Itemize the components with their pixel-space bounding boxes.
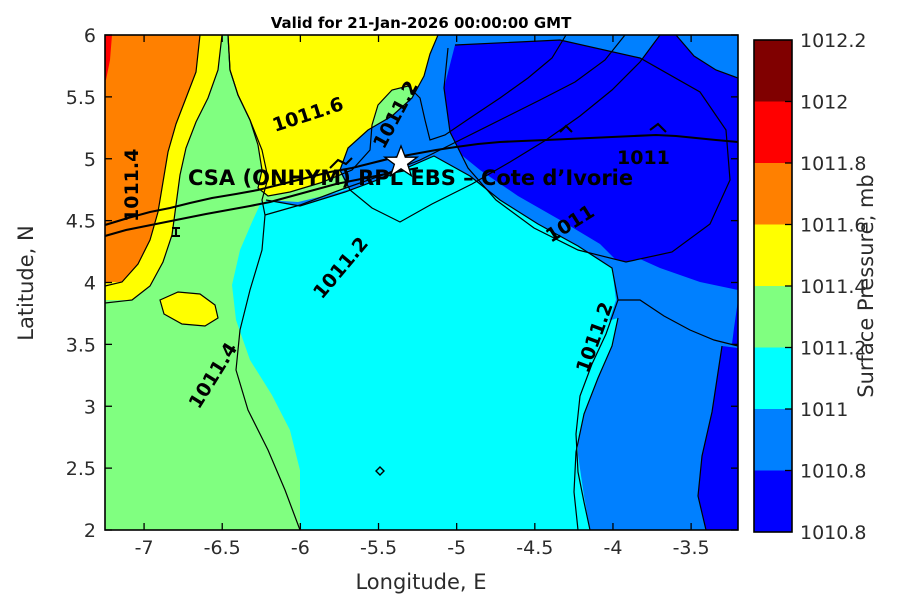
contour-line-1011.6-left — [105, 35, 223, 304]
y-tick-label-5: 4.5 — [66, 211, 96, 233]
contour-label-1011-topright: 1011 — [617, 147, 670, 169]
contour-fill-layer — [105, 35, 738, 530]
colorbar-band-4 — [754, 286, 792, 348]
colorbar-tick-label-7: 1010.8 — [800, 461, 866, 483]
contour-line-1011.2-rightfinger — [573, 317, 619, 530]
colorbar-bands — [754, 40, 792, 533]
y-tick-label-0: 2 — [84, 520, 96, 542]
contour-band-1011.0-lowerright — [578, 288, 738, 530]
colorbar-tick-labels: 1012.2 1012 1011.8 1011.6 1011.4 1011.2 1011 10… — [800, 30, 866, 544]
contour-line-1011.6-main — [227, 35, 567, 197]
colorbar-tick-label-2: 1011.8 — [800, 153, 866, 175]
coastline-detail-3 — [649, 122, 667, 133]
coastline-detail-1 — [329, 157, 353, 169]
colorbar-tick-label-6: 1011 — [800, 399, 848, 421]
contour-line-1011.4 — [227, 35, 301, 530]
y-tick-label-4: 4 — [84, 273, 96, 295]
contour-line-1011.8 — [105, 35, 201, 287]
colorbar-tick-marks — [785, 100, 792, 472]
colorbar-tick-label-4: 1011.4 — [800, 276, 866, 298]
x-tick-label-1: -6.5 — [204, 537, 241, 559]
colorbar-band-3 — [754, 224, 792, 287]
station-label: CSA (ONHYM) RPL EBS – Cote d’Ivorie — [188, 166, 633, 190]
contour-band-1011.0-topnotch — [676, 35, 738, 78]
colorbar-tick-label-bottom: 1010.8 — [800, 522, 866, 544]
colorbar-tick-label-3: 1011.6 — [800, 215, 866, 237]
y-tick-label-6: 5 — [84, 149, 96, 171]
y-tick-label-2: 3 — [84, 396, 96, 418]
colorbar-band-0 — [754, 40, 792, 102]
y-tick-marks — [105, 34, 738, 531]
contour-line-1011.4-upper — [264, 35, 626, 216]
colorbar-tick-label-5: 1011.2 — [800, 338, 866, 360]
contour-line-1011.2-upper — [339, 35, 661, 223]
contour-band-1012.0 — [105, 35, 112, 80]
y-tick-label-8: 6 — [84, 25, 96, 47]
coastline-secondary — [105, 166, 419, 238]
contour-band-1011.6-lens — [160, 292, 218, 326]
contour-band-1011.0-diagonal — [266, 144, 624, 300]
contour-line-1011.2-right — [618, 299, 738, 347]
contour-line-1011.0-topnotch — [675, 35, 738, 79]
colorbar-title: Surface Pressure, mb — [854, 174, 878, 397]
x-tick-label-6: -4 — [603, 537, 622, 559]
colorbar-tick-label-0: 1012.2 — [800, 30, 866, 52]
x-tick-label-7: -3.5 — [673, 537, 710, 559]
contour-band-1011.2-centralbody — [234, 156, 616, 530]
coastline-detail-4 — [172, 226, 180, 238]
x-axis-title: Longitude, E — [355, 570, 486, 594]
station-marker-star — [382, 144, 420, 178]
colorbar-tick-label-1: 1012 — [800, 92, 848, 114]
y-tick-labels: 2 2.5 3 3.5 4 4.5 5 5.5 6 — [66, 25, 96, 542]
colorbar-band-7 — [754, 470, 792, 533]
contour-line-1011.0-core — [443, 39, 731, 263]
x-tick-labels: -7 -6.5 -6 -5.5 -5 -4.5 -4 -3.5 — [135, 537, 710, 559]
y-tick-label-7: 5.5 — [66, 87, 96, 109]
contour-line-1011.6-lens — [159, 291, 219, 327]
x-tick-marks — [143, 35, 692, 530]
colorbar-band-6 — [754, 409, 792, 471]
colorbar-band-5 — [754, 347, 792, 410]
contour-band-1011.8 — [105, 35, 200, 282]
x-tick-label-4: -5 — [447, 537, 466, 559]
contour-line-1011.0-farright — [697, 345, 723, 530]
x-tick-label-3: -5.5 — [360, 537, 397, 559]
y-tick-label-3: 3.5 — [66, 334, 96, 356]
x-tick-label-0: -7 — [135, 537, 154, 559]
x-tick-label-5: -4.5 — [516, 537, 553, 559]
coastline-layer — [105, 122, 738, 238]
colorbar-band-2 — [754, 163, 792, 225]
contour-line-1011.2-diagonal — [265, 155, 619, 530]
contour-label-1011.4-left: 1011.4 — [121, 149, 143, 222]
y-tick-label-1: 2.5 — [66, 458, 96, 480]
colorbar-band-1 — [754, 101, 792, 164]
contour-line-layer — [105, 35, 738, 530]
coastline-detail-2 — [559, 124, 573, 133]
figure-title: Valid for 21-Jan-2026 00:00:00 GMT — [271, 14, 572, 32]
island-marker — [375, 466, 385, 476]
x-tick-label-2: -6 — [291, 537, 310, 559]
contour-band-1010.8-farright — [698, 346, 738, 530]
y-axis-title: Latitude, N — [14, 225, 38, 341]
coastline-main — [105, 133, 738, 227]
contour-band-1011.2-rightfinger — [564, 318, 618, 530]
